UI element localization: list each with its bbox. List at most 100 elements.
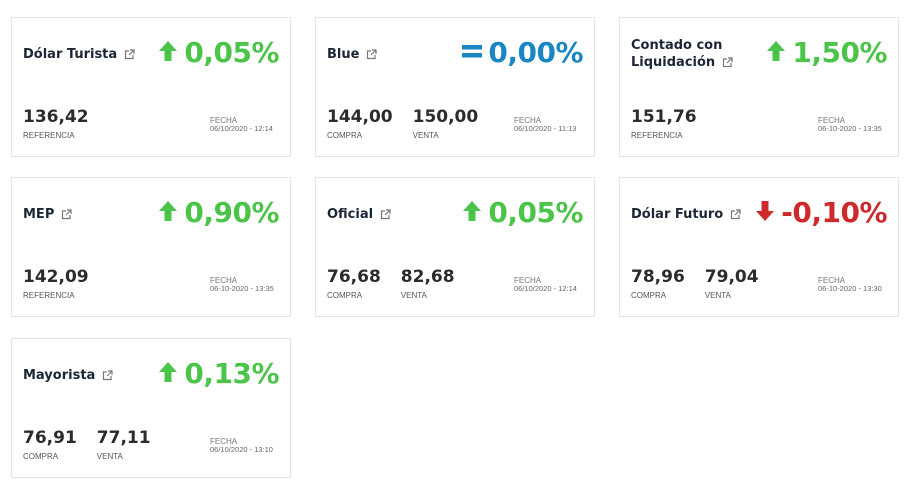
date-block: FECHA 06/10/2020 - 12:14 [210, 117, 273, 133]
quote-title: Oficial [327, 206, 374, 222]
quote-title-link[interactable]: Blue [327, 18, 462, 90]
arrow-up-icon [766, 36, 792, 69]
quote-title: MEP [23, 206, 55, 222]
quote-title-link[interactable]: Mayorista [23, 339, 158, 411]
fecha-label: FECHA [210, 437, 238, 446]
date-value: 06/10/2020 - 12:14 [210, 124, 273, 133]
change-percent: 0,05% [488, 196, 583, 229]
date-value: 06-10-2020 - 13:35 [818, 124, 882, 133]
quote-card: Dólar Futuro -0,10% 78,96 COMPRA 79,04 VENT… [619, 177, 899, 317]
date-block: FECHA 06-10-2020 - 13:30 [818, 277, 882, 293]
fecha-label: FECHA [210, 116, 238, 125]
date-block: FECHA 06/10/2020 - 12:14 [514, 277, 577, 293]
quote-value: 82,68 VENTA [401, 267, 455, 300]
quote-value: 142,09 REFERENCIA [23, 267, 89, 300]
change-percent: 0,05% [184, 36, 279, 69]
external-link-icon[interactable] [366, 48, 378, 60]
change-percent: 1,50% [792, 36, 887, 69]
value-label: VENTA [704, 291, 731, 300]
change-indicator: 0,05% [462, 196, 583, 229]
date-value: 06-10-2020 - 13:35 [210, 284, 274, 293]
value-label: COMPRA [23, 452, 59, 461]
value-label: VENTA [96, 452, 123, 461]
quote-title: Dólar Turista [23, 46, 118, 62]
equal-icon [462, 36, 488, 69]
fecha-label: FECHA [818, 116, 846, 125]
quote-title-link[interactable]: Dólar Turista [23, 18, 158, 90]
quote-value: 76,91 COMPRA [23, 428, 77, 461]
date-value: 06-10-2020 - 13:30 [818, 284, 882, 293]
change-indicator: -0,10% [755, 196, 887, 229]
value-label: VENTA [400, 291, 427, 300]
quote-card: Dólar Turista 0,05% 136,42 REFERENCIA FEC… [11, 17, 291, 157]
value-number: 82,68 [400, 267, 455, 287]
date-block: FECHA 06-10-2020 - 13:35 [818, 117, 882, 133]
value-label: REFERENCIA [631, 131, 683, 140]
date-block: FECHA 06/10/2020 - 13:10 [210, 438, 273, 454]
value-number: 150,00 [412, 107, 479, 127]
quote-card: Blue 0,00% 144,00 COMPRA 150,00 VENTA FECHA… [315, 17, 595, 157]
external-link-icon[interactable] [730, 208, 741, 220]
quote-value: 144,00 COMPRA [327, 107, 393, 140]
quote-value: 76,68 COMPRA [327, 267, 381, 300]
quote-title-link[interactable]: Oficial [327, 178, 462, 250]
quote-card: Mayorista 0,13% 76,91 COMPRA 77,11 VENTA FE… [11, 338, 291, 478]
quote-title: Mayorista [23, 367, 96, 383]
change-percent: -0,10% [781, 196, 887, 229]
date-value: 06/10/2020 - 11:13 [514, 124, 577, 133]
value-number: 151,76 [631, 107, 697, 127]
change-percent: 0,13% [184, 357, 279, 390]
change-indicator: 0,90% [158, 196, 279, 229]
external-link-icon[interactable] [61, 208, 72, 220]
value-number: 144,00 [327, 107, 393, 127]
value-label: VENTA [412, 131, 439, 140]
date-block: FECHA 06/10/2020 - 11:13 [514, 117, 576, 133]
quote-card: Oficial 0,05% 76,68 COMPRA 82,68 VENTA FECH… [315, 177, 595, 317]
quote-value: 150,00 VENTA [413, 107, 479, 140]
value-number: 76,68 [327, 267, 381, 287]
date-block: FECHA 06-10-2020 - 13:35 [210, 277, 274, 293]
fecha-label: FECHA [514, 116, 542, 125]
value-label: COMPRA [327, 131, 363, 140]
external-link-icon[interactable] [380, 208, 391, 220]
external-link-icon[interactable] [124, 48, 135, 60]
change-indicator: 1,50% [766, 36, 887, 69]
change-indicator: 0,00% [462, 36, 583, 69]
arrow-up-icon [462, 196, 488, 229]
value-label: REFERENCIA [23, 131, 75, 140]
value-number: 79,04 [704, 267, 759, 287]
value-number: 77,11 [96, 428, 151, 448]
external-link-icon[interactable] [102, 369, 113, 381]
value-number: 78,96 [631, 267, 685, 287]
value-number: 142,09 [23, 267, 89, 287]
change-percent: 0,00% [488, 36, 583, 69]
quote-card: Contado con Liquidación 1,50% 151,76 REFE… [619, 17, 899, 157]
fecha-label: FECHA [818, 276, 846, 285]
arrow-up-icon [158, 196, 184, 229]
change-percent: 0,90% [184, 196, 279, 229]
date-value: 06/10/2020 - 12:14 [514, 284, 577, 293]
arrow-up-icon [158, 357, 184, 390]
quote-value: 78,96 COMPRA [631, 267, 685, 300]
external-link-icon[interactable] [722, 57, 733, 68]
quote-title-link[interactable]: MEP [23, 178, 158, 250]
arrow-down-icon [755, 196, 781, 229]
value-number: 76,91 [23, 428, 77, 448]
quote-title: Blue [327, 46, 360, 62]
quote-card: MEP 0,90% 142,09 REFERENCIA FECHA 06-10-20… [11, 177, 291, 317]
value-number: 136,42 [23, 107, 89, 127]
quote-value: 79,04 VENTA [705, 267, 759, 300]
change-indicator: 0,13% [158, 357, 279, 390]
quote-value: 77,11 VENTA [97, 428, 151, 461]
date-value: 06/10/2020 - 13:10 [210, 445, 273, 454]
change-indicator: 0,05% [158, 36, 279, 69]
quote-title: Contado con Liquidación [631, 38, 723, 70]
value-label: COMPRA [327, 291, 363, 300]
fecha-label: FECHA [210, 276, 238, 285]
fecha-label: FECHA [514, 276, 542, 285]
quote-title-link[interactable]: Contado con Liquidación [631, 18, 766, 90]
quote-title-link[interactable]: Dólar Futuro [631, 178, 766, 250]
arrow-up-icon [158, 36, 184, 69]
value-label: COMPRA [631, 291, 667, 300]
quote-value: 136,42 REFERENCIA [23, 107, 89, 140]
